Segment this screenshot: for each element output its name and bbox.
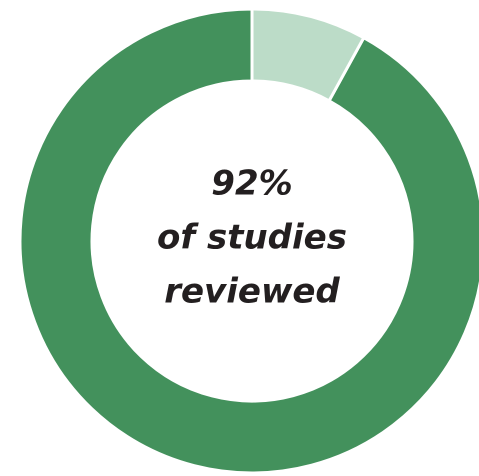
donut-segment (18, 7, 479, 475)
center-annotation: reviewed (164, 272, 340, 312)
center-annotation: of studies (157, 218, 347, 258)
center-value-label: 92% (211, 164, 292, 204)
donut-segment (250, 7, 366, 103)
